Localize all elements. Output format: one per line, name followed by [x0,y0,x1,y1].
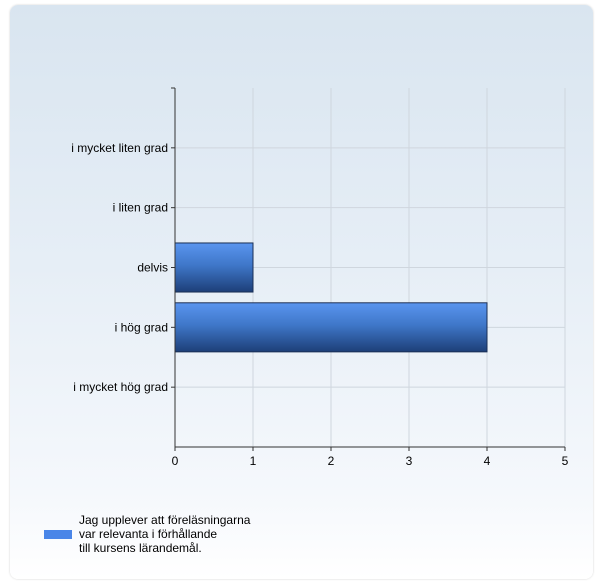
x-tick-label: 4 [484,454,491,468]
axes [171,87,566,451]
x-tick-label: 2 [328,454,335,468]
bars [174,242,488,353]
category-label: delvis [137,261,168,275]
legend-swatch [44,529,72,539]
axis-labels: i mycket liten grad i liten grad delvis i h… [71,141,568,468]
category-label: i mycket liten grad [71,141,168,155]
chart-panel [10,5,593,579]
legend: Jag upplever att föreläsningarna var rel… [44,513,319,555]
legend-label: Jag upplever att föreläsningarna var rel… [79,513,251,555]
bar [174,242,254,293]
category-label: i hög grad [115,320,168,334]
x-tick-label: 0 [172,454,179,468]
x-tick-label: 1 [250,454,257,468]
bar [174,302,488,353]
category-label: i mycket hög grad [73,380,168,394]
x-tick-label: 3 [406,454,413,468]
category-label: i liten grad [113,201,168,215]
x-tick-label: 5 [562,454,569,468]
